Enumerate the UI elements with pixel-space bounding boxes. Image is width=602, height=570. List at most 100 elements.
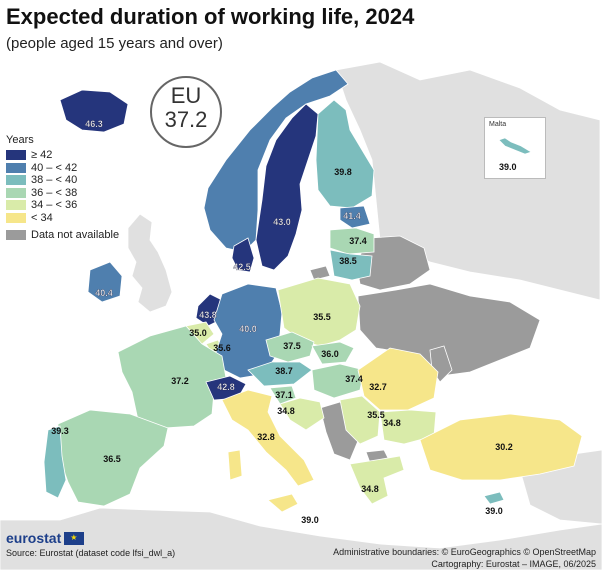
legend-label-na: Data not available	[31, 229, 120, 241]
country-SE	[255, 103, 319, 271]
value-label-HR: 34.8	[277, 406, 295, 416]
country-CZ	[265, 331, 315, 363]
eurostat-logo-text: eurostat	[6, 530, 62, 546]
country-LT	[329, 249, 373, 281]
credits-line-1: Administrative boundaries: © EuroGeograp…	[333, 547, 596, 557]
value-label-CH: 42.8	[217, 382, 235, 392]
eurostat-logo: eurostat	[6, 530, 85, 546]
value-label-IT: 32.8	[257, 432, 275, 442]
eu-average-badge: EU 37.2	[150, 76, 222, 148]
value-label-HU: 37.4	[345, 374, 363, 384]
value-label-CZ: 37.5	[283, 341, 301, 351]
legend-label-0: ≥ 42	[31, 149, 53, 161]
value-label-GR: 34.8	[361, 484, 379, 494]
country-GR	[349, 455, 405, 505]
region-kaliningrad	[309, 265, 331, 281]
value-label-DE: 40.0	[239, 324, 257, 334]
value-label-IS: 46.3	[85, 119, 103, 129]
legend-item-3: 36 – < 38	[6, 187, 119, 200]
country-RO	[357, 347, 439, 411]
value-label-SE: 43.0	[273, 217, 291, 227]
page-title: Expected duration of working life, 2024	[6, 4, 415, 29]
malta-shape	[498, 137, 532, 155]
legend-swatch-1	[6, 162, 26, 173]
value-label-ES: 36.5	[103, 454, 121, 464]
legend-item-na: Data not available	[6, 229, 119, 242]
value-label-NL: 43.8	[199, 310, 217, 320]
source-note: Source: Eurostat (dataset code lfsi_dwl_…	[6, 548, 176, 558]
country-CH	[205, 375, 247, 401]
country-DK	[231, 237, 255, 273]
value-label-PL: 35.5	[313, 312, 331, 322]
legend-item-2: 38 – < 40	[6, 174, 119, 187]
country-HR	[279, 397, 325, 431]
legend-title: Years	[6, 134, 34, 146]
malta-inset-name: Malta	[489, 121, 507, 128]
country-CY	[483, 491, 505, 505]
page-subtitle: (people aged 15 years and over)	[6, 35, 223, 52]
value-label-IE: 40.4	[95, 288, 113, 298]
legend-swatch-2	[6, 175, 26, 186]
value-label-MT_MAIN: 39.0	[301, 515, 319, 525]
value-label-RO: 32.7	[369, 382, 387, 392]
legend: Years ≥ 42 40 – < 42 38 – < 40 36 – < 38 34 …	[6, 134, 119, 242]
country-IT	[221, 389, 315, 487]
eu-value: 37.2	[164, 107, 208, 132]
credits: Administrative boundaries: © EuroGeograp…	[333, 546, 596, 570]
legend-swatch-na	[6, 230, 26, 241]
value-label-TR: 30.2	[495, 442, 513, 452]
malta-inset: Malta 39.0	[484, 117, 546, 179]
legend-item-0: ≥ 42	[6, 149, 119, 162]
country-LV	[329, 227, 375, 255]
country-HU	[311, 363, 365, 399]
countries	[43, 69, 583, 513]
country-FI	[315, 99, 375, 209]
land-north-africa	[0, 507, 602, 570]
country-IE	[87, 261, 123, 303]
legend-item-1: 40 – < 42	[6, 162, 119, 175]
value-label-FR: 37.2	[171, 376, 189, 386]
value-label-SK: 36.0	[321, 349, 339, 359]
value-label-LU: 35.6	[213, 343, 231, 353]
country-IT-sardinia	[227, 449, 243, 481]
credits-line-2: Cartography: Eurostat – IMAGE, 06/2025	[431, 559, 596, 569]
country-FR	[117, 325, 227, 429]
value-label-CY: 39.0	[485, 506, 503, 516]
land-uk	[127, 213, 173, 313]
legend-item-5: < 34	[6, 212, 119, 225]
country-TR	[419, 413, 583, 481]
legend-label-3: 36 – < 38	[31, 186, 78, 199]
value-label-SI: 37.1	[275, 390, 293, 400]
country-IT-sicily	[267, 493, 299, 513]
country-NO	[203, 69, 349, 253]
legend-label-2: 38 – < 40	[31, 174, 78, 186]
value-labels: 46.3 43.0 39.8 42.5 41.4 37.4 38.5 40.4 43.8 35.0…	[51, 119, 513, 525]
value-label-AT: 38.7	[275, 366, 293, 376]
legend-item-4: 34 – < 36	[6, 199, 119, 212]
legend-label-1: 40 – < 42	[31, 161, 78, 174]
country-ES	[57, 409, 169, 507]
value-label-PT: 39.3	[51, 426, 69, 436]
legend-swatch-4	[6, 200, 26, 211]
legend-swatch-0	[6, 150, 26, 161]
value-label-LV: 37.4	[349, 236, 367, 246]
legend-swatch-3	[6, 187, 26, 198]
value-label-FI: 39.8	[334, 167, 352, 177]
eu-flag-icon	[64, 531, 85, 545]
value-label-EE: 41.4	[343, 211, 361, 221]
country-SK	[311, 341, 355, 365]
value-label-BG: 34.8	[383, 418, 401, 428]
country-PT	[43, 425, 67, 499]
value-label-BE: 35.0	[189, 328, 207, 338]
country-IS	[59, 89, 129, 133]
country-RS	[339, 395, 381, 445]
value-label-RS: 35.5	[367, 410, 385, 420]
legend-label-5: < 34	[31, 211, 53, 224]
eu-label: EU	[170, 83, 202, 108]
legend-label-4: 34 – < 36	[31, 199, 78, 211]
malta-value: 39.0	[499, 162, 517, 172]
value-label-DK: 42.5	[233, 262, 251, 272]
country-SI	[269, 385, 297, 405]
legend-swatch-5	[6, 212, 26, 223]
